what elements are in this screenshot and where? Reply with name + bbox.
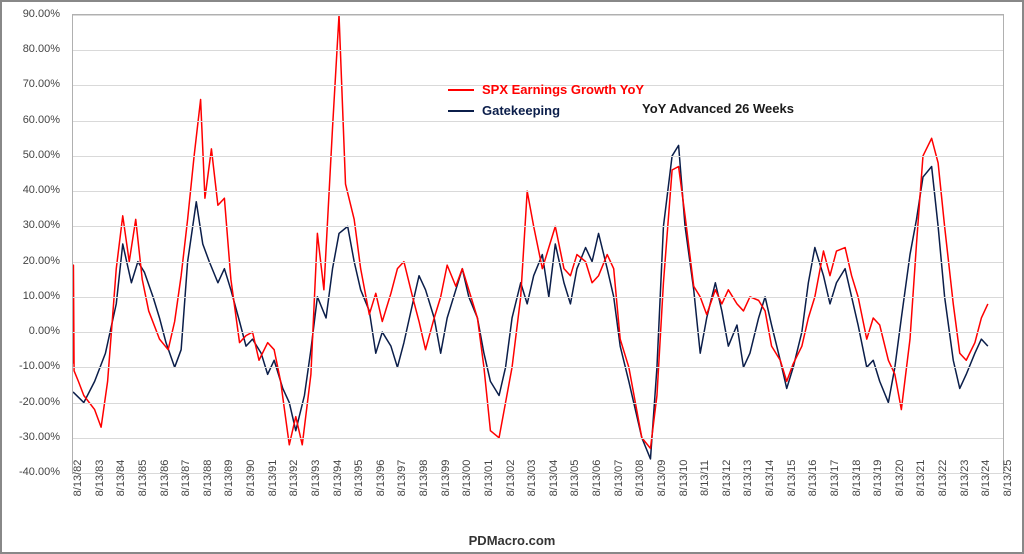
gridline-h	[73, 50, 1003, 51]
legend-swatch-spx	[448, 89, 474, 91]
x-axis-label: 8/13/12	[721, 460, 733, 497]
y-axis-label: 70.00%	[4, 78, 60, 90]
annotation-advanced: YoY Advanced 26 Weeks	[642, 101, 794, 116]
y-axis-label: 90.00%	[4, 8, 60, 20]
x-axis-label: 8/13/10	[678, 460, 690, 497]
x-axis-label: 8/13/24	[980, 460, 992, 497]
x-axis-label: 8/13/13	[742, 460, 754, 497]
legend-label-gatekeeping: Gatekeeping	[482, 103, 560, 118]
x-axis-label: 8/13/86	[159, 460, 171, 497]
gridline-h	[73, 15, 1003, 16]
gridline-h	[73, 332, 1003, 333]
x-axis-label: 8/13/94	[332, 460, 344, 497]
gridline-h	[73, 438, 1003, 439]
x-axis-label: 8/13/91	[267, 460, 279, 497]
x-axis-label: 8/13/01	[483, 460, 495, 497]
gridline-h	[73, 403, 1003, 404]
x-axis-label: 8/13/87	[180, 460, 192, 497]
y-axis-label: -30.00%	[4, 431, 60, 443]
y-axis-label: -10.00%	[4, 360, 60, 372]
x-axis-label: 8/13/22	[937, 460, 949, 497]
gridline-h	[73, 262, 1003, 263]
y-axis-label: 40.00%	[4, 184, 60, 196]
y-axis-label: 0.00%	[4, 325, 60, 337]
x-axis-label: 8/13/82	[72, 460, 84, 497]
y-axis-label: 60.00%	[4, 114, 60, 126]
x-axis-label: 8/13/96	[375, 460, 387, 497]
x-axis-label: 8/13/89	[223, 460, 235, 497]
x-axis-label: 8/13/90	[245, 460, 257, 497]
x-axis-label: 8/13/21	[915, 460, 927, 497]
gridline-h	[73, 226, 1003, 227]
legend: SPX Earnings Growth YoY Gatekeeping	[448, 82, 644, 124]
x-axis-label: 8/13/14	[764, 460, 776, 497]
y-axis-label: 30.00%	[4, 219, 60, 231]
x-axis-label: 8/13/11	[699, 460, 711, 496]
x-axis-label: 8/13/09	[656, 460, 668, 497]
x-axis-label: 8/13/08	[634, 460, 646, 497]
x-axis-label: 8/13/18	[851, 460, 863, 497]
gridline-h	[73, 191, 1003, 192]
y-axis-label: -40.00%	[4, 466, 60, 478]
y-axis-label: 10.00%	[4, 290, 60, 302]
footer-brand: PDMacro.com	[2, 533, 1022, 548]
x-axis-label: 8/13/00	[461, 460, 473, 497]
legend-label-spx: SPX Earnings Growth YoY	[482, 82, 644, 97]
x-axis-label: 8/13/83	[94, 460, 106, 497]
y-axis-label: 50.00%	[4, 149, 60, 161]
x-axis-label: 8/13/06	[591, 460, 603, 497]
x-axis-label: 8/13/20	[894, 460, 906, 497]
gridline-h	[73, 156, 1003, 157]
x-axis-label: 8/13/02	[505, 460, 517, 497]
y-axis-label: 20.00%	[4, 255, 60, 267]
x-axis-label: 8/13/17	[829, 460, 841, 497]
x-axis-label: 8/13/07	[613, 460, 625, 497]
x-axis-label: 8/13/25	[1002, 460, 1014, 497]
series-line-spx	[73, 15, 988, 448]
x-axis-label: 8/13/84	[115, 460, 127, 497]
gridline-h	[73, 367, 1003, 368]
x-axis-label: 8/13/97	[396, 460, 408, 497]
x-axis-label: 8/13/23	[959, 460, 971, 497]
x-axis-label: 8/13/92	[288, 460, 300, 497]
gridline-h	[73, 297, 1003, 298]
x-axis-label: 8/13/99	[440, 460, 452, 497]
x-axis-label: 8/13/05	[569, 460, 581, 497]
x-axis-label: 8/13/15	[786, 460, 798, 497]
x-axis-label: 8/13/85	[137, 460, 149, 497]
x-axis-label: 8/13/98	[418, 460, 430, 497]
x-axis-label: 8/13/93	[310, 460, 322, 497]
legend-item-spx: SPX Earnings Growth YoY	[448, 82, 644, 97]
legend-swatch-gatekeeping	[448, 110, 474, 112]
y-axis-label: 80.00%	[4, 43, 60, 55]
x-axis-label: 8/13/95	[353, 460, 365, 497]
x-axis-label: 8/13/03	[526, 460, 538, 497]
chart-frame: SPX Earnings Growth YoY Gatekeeping YoY …	[0, 0, 1024, 554]
legend-item-gatekeeping: Gatekeeping	[448, 103, 644, 118]
y-axis-label: -20.00%	[4, 396, 60, 408]
x-axis-label: 8/13/88	[202, 460, 214, 497]
x-axis-label: 8/13/19	[872, 460, 884, 497]
series-line-gatekeeping	[73, 145, 988, 459]
x-axis-label: 8/13/16	[807, 460, 819, 497]
x-axis-label: 8/13/04	[548, 460, 560, 497]
